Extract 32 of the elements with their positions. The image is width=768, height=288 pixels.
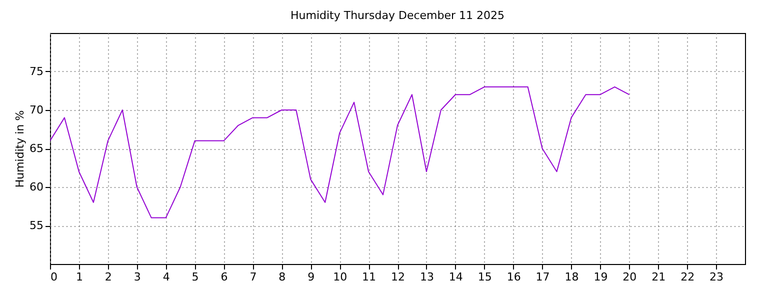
x-tick-label: 12 xyxy=(391,270,405,284)
y-tick-label: 60 xyxy=(30,180,44,194)
x-tick-label: 21 xyxy=(652,270,666,284)
x-tick-label: 15 xyxy=(478,270,492,284)
x-tick-label: 2 xyxy=(104,270,112,284)
y-tick-label: 65 xyxy=(30,142,44,155)
y-tick-label: 70 xyxy=(30,104,44,116)
x-tick-label: 10 xyxy=(333,270,348,284)
x-tick-label: 9 xyxy=(308,270,315,284)
x-tick-label: 19 xyxy=(594,270,608,284)
x-tick-label: 17 xyxy=(536,270,550,284)
x-tick-label: 0 xyxy=(50,270,58,284)
line-series xyxy=(50,86,630,218)
x-tick-label: 20 xyxy=(622,270,637,284)
y-tick-label: 55 xyxy=(30,219,44,232)
x-tick-label: 16 xyxy=(506,270,521,284)
x-tick-label: 7 xyxy=(250,270,257,284)
x-tick-label: 6 xyxy=(220,270,228,284)
x-tick-label: 22 xyxy=(680,270,695,284)
x-tick-label: 18 xyxy=(564,270,579,284)
x-tick-label: 1 xyxy=(76,270,83,284)
x-tick-label: 5 xyxy=(192,270,199,284)
chart-title: Humidity Thursday December 11 2025 xyxy=(290,9,505,22)
x-tick-label: 11 xyxy=(362,270,376,284)
x-tick-label: 8 xyxy=(278,270,286,284)
x-tick-label: 13 xyxy=(420,270,434,284)
x-tick-label: 14 xyxy=(448,270,463,284)
x-tick-label: 23 xyxy=(710,270,724,284)
y-tick-label: 75 xyxy=(30,65,44,78)
x-tick-label: 3 xyxy=(134,270,141,284)
y-axis-title: Humidity in % xyxy=(14,110,27,188)
x-tick-label: 4 xyxy=(162,270,170,284)
